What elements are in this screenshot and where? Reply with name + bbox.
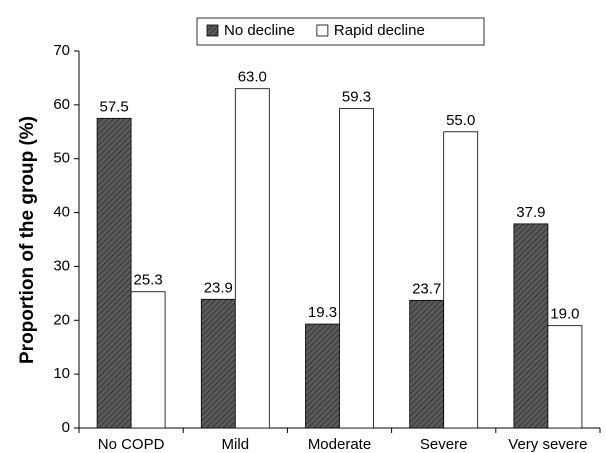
y-tick-label: 0 — [62, 419, 70, 436]
y-tick-label: 10 — [53, 365, 70, 382]
bar — [96, 117, 132, 429]
value-label: 23.7 — [412, 280, 441, 297]
x-tick-label: Mild — [222, 436, 250, 453]
x-tick-label: Severe — [420, 436, 468, 453]
legend-swatch — [316, 24, 329, 37]
value-label: 63.0 — [238, 69, 267, 86]
bar — [200, 298, 236, 429]
legend-label: No decline — [224, 22, 295, 39]
legend-frame — [196, 17, 485, 46]
legend: No decline Rapid decline — [196, 17, 485, 46]
x-tick-label: No COPD — [98, 436, 165, 453]
y-tick-label: 70 — [53, 42, 70, 59]
x-tick-label: Moderate — [308, 436, 371, 453]
y-tick-label: 20 — [53, 311, 70, 328]
legend-label: Rapid decline — [334, 22, 425, 39]
legend-swatch — [206, 24, 219, 37]
value-label: 37.9 — [516, 204, 545, 221]
y-tick-label: 60 — [53, 96, 70, 113]
x-tick-label: Very severe — [508, 436, 587, 453]
bar — [513, 223, 549, 429]
value-label: 19.0 — [550, 306, 579, 323]
bar — [130, 291, 166, 429]
bar — [339, 108, 374, 429]
bar — [409, 299, 445, 429]
bar — [443, 131, 479, 429]
y-tick-label: 40 — [53, 204, 70, 221]
bar — [305, 323, 340, 429]
value-label: 57.5 — [99, 98, 128, 115]
bar — [234, 88, 270, 429]
value-label: 59.3 — [342, 89, 371, 106]
value-label: 25.3 — [133, 272, 162, 289]
value-label: 19.3 — [308, 304, 337, 321]
value-label: 23.9 — [204, 279, 233, 296]
y-tick-label: 30 — [53, 257, 70, 274]
y-axis-label: Proportion of the group (%) — [17, 116, 38, 364]
bar — [547, 325, 583, 429]
y-tick-label: 50 — [53, 150, 70, 167]
value-label: 55.0 — [446, 112, 475, 129]
